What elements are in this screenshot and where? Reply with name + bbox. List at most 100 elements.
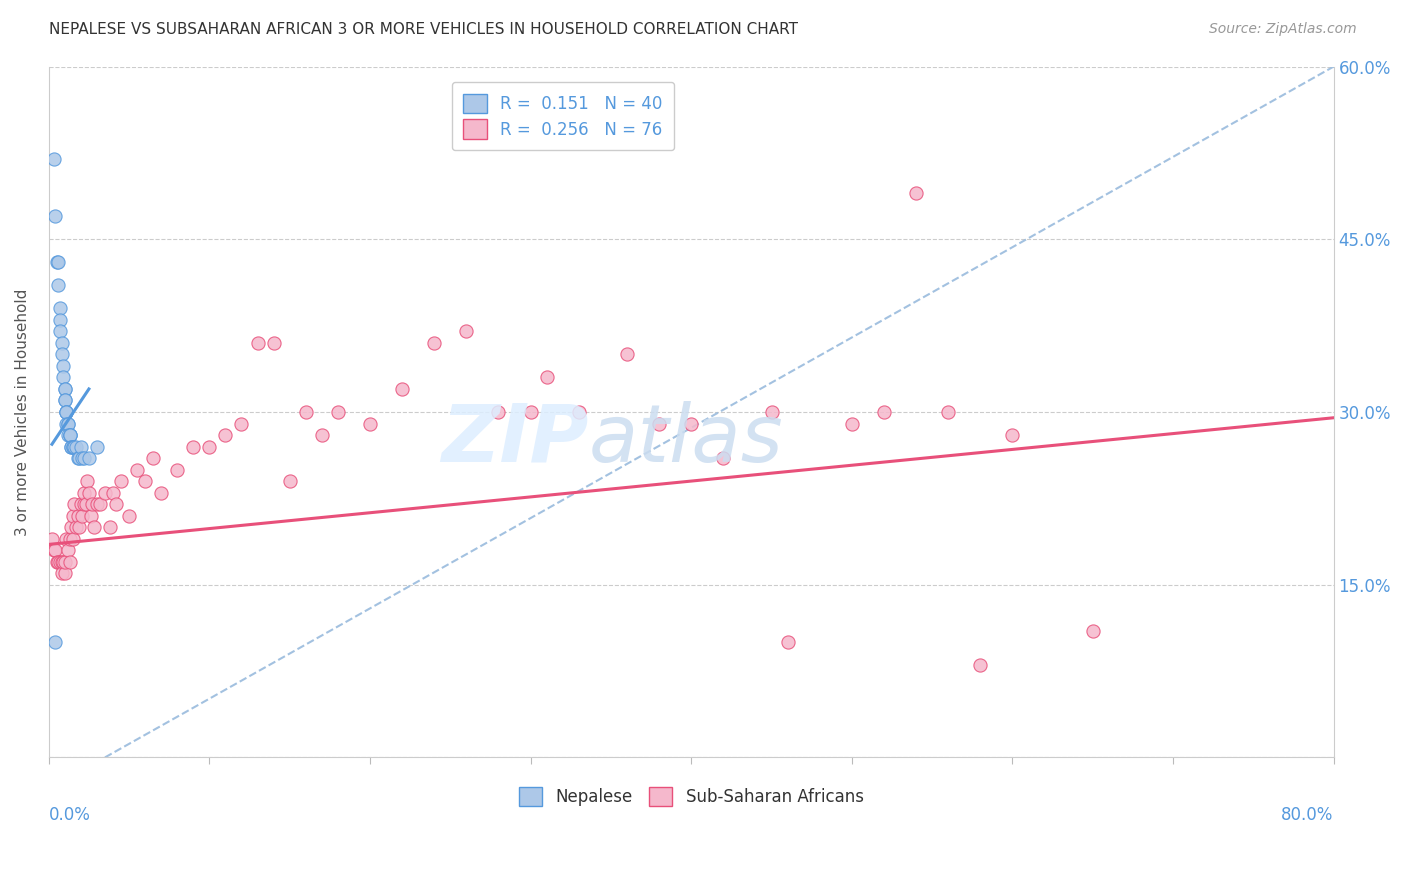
Point: [423, 335, 446, 350]
Point: [65, 440, 87, 454]
Point: [67, 451, 90, 466]
Point: [77, 451, 100, 466]
Point: [45, 555, 67, 569]
Point: [77, 485, 100, 500]
Point: [969, 658, 991, 673]
Point: [62, 440, 84, 454]
Point: [66, 451, 89, 466]
Point: [761, 405, 783, 419]
Point: [98, 520, 121, 534]
Point: [616, 347, 638, 361]
Point: [53, 566, 76, 581]
Point: [294, 405, 316, 419]
Point: [60, 440, 83, 454]
Point: [359, 417, 381, 431]
Point: [53, 382, 76, 396]
Point: [55, 405, 77, 419]
Point: [51, 347, 73, 361]
Point: [59, 428, 82, 442]
Point: [44, 543, 66, 558]
Point: [110, 474, 132, 488]
Point: [59, 428, 82, 442]
Point: [55, 532, 77, 546]
Point: [51, 335, 73, 350]
Point: [776, 635, 799, 649]
Point: [118, 508, 141, 523]
Point: [648, 417, 671, 431]
Point: [127, 462, 149, 476]
Point: [86, 440, 108, 454]
Point: [48, 278, 70, 293]
Point: [56, 417, 79, 431]
Point: [42, 543, 65, 558]
Point: [263, 335, 285, 350]
Point: [711, 451, 734, 466]
Point: [150, 485, 173, 500]
Text: 0.0%: 0.0%: [49, 805, 90, 823]
Point: [60, 520, 83, 534]
Point: [456, 325, 478, 339]
Point: [519, 405, 541, 419]
Point: [76, 474, 98, 488]
Point: [51, 566, 73, 581]
Point: [67, 520, 90, 534]
Point: [214, 428, 236, 442]
Text: atlas: atlas: [588, 401, 783, 479]
Point: [79, 508, 101, 523]
Point: [49, 301, 72, 316]
Point: [72, 451, 94, 466]
Point: [55, 405, 77, 419]
Point: [48, 255, 70, 269]
Legend: Nepalese, Sub-Saharan Africans: Nepalese, Sub-Saharan Africans: [508, 775, 876, 818]
Text: ZIP: ZIP: [441, 401, 588, 479]
Point: [51, 555, 73, 569]
Point: [536, 370, 558, 384]
Point: [62, 532, 84, 546]
Point: [73, 485, 96, 500]
Point: [134, 474, 156, 488]
Point: [63, 440, 86, 454]
Text: 80.0%: 80.0%: [1281, 805, 1334, 823]
Point: [681, 417, 703, 431]
Point: [326, 405, 349, 419]
Point: [65, 520, 87, 534]
Point: [905, 186, 928, 201]
Point: [488, 405, 510, 419]
Point: [70, 440, 93, 454]
Point: [48, 555, 70, 569]
Point: [246, 335, 269, 350]
Point: [1001, 428, 1024, 442]
Point: [181, 440, 204, 454]
Point: [44, 209, 66, 223]
Point: [52, 359, 75, 373]
Point: [56, 543, 79, 558]
Point: [198, 440, 221, 454]
Point: [75, 497, 97, 511]
Point: [52, 370, 75, 384]
Point: [73, 497, 96, 511]
Point: [62, 508, 84, 523]
Point: [53, 393, 76, 408]
Point: [72, 508, 94, 523]
Point: [45, 255, 67, 269]
Point: [82, 497, 104, 511]
Point: [44, 635, 66, 649]
Point: [83, 520, 105, 534]
Point: [231, 417, 253, 431]
Point: [53, 555, 76, 569]
Point: [94, 485, 117, 500]
Point: [89, 497, 111, 511]
Point: [62, 440, 84, 454]
Point: [841, 417, 863, 431]
Point: [49, 555, 72, 569]
Point: [59, 555, 82, 569]
Point: [86, 497, 108, 511]
Point: [41, 532, 63, 546]
Point: [53, 393, 76, 408]
Point: [56, 428, 79, 442]
Point: [55, 405, 77, 419]
Point: [73, 451, 96, 466]
Point: [59, 428, 82, 442]
Text: NEPALESE VS SUBSAHARAN AFRICAN 3 OR MORE VEHICLES IN HOUSEHOLD CORRELATION CHART: NEPALESE VS SUBSAHARAN AFRICAN 3 OR MORE…: [49, 22, 799, 37]
Point: [70, 497, 93, 511]
